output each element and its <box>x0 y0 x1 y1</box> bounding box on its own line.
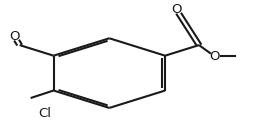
Text: O: O <box>9 30 20 43</box>
Text: O: O <box>209 50 219 63</box>
Text: Cl: Cl <box>38 107 51 120</box>
Text: O: O <box>171 3 182 16</box>
